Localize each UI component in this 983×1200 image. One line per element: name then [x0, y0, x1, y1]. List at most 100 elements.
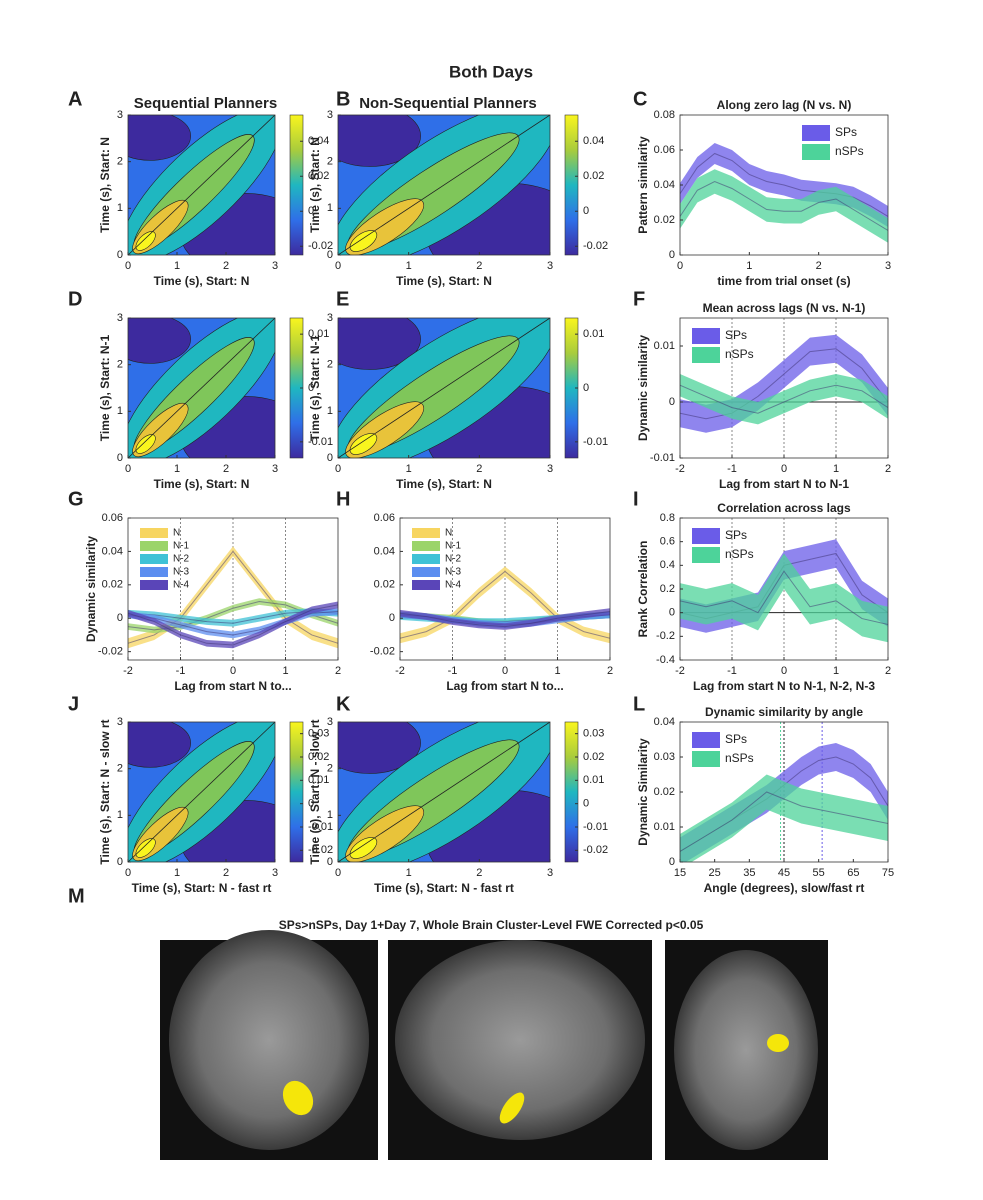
y-tick-label: -0.2 [656, 630, 675, 642]
legend-swatch [692, 328, 720, 344]
y-tick-label: 0.4 [660, 559, 675, 571]
contour-level [349, 230, 378, 252]
y-axis-label: Time (s), Start: N [308, 137, 322, 233]
contour-field [128, 318, 275, 458]
x-tick-label: 25 [709, 867, 721, 879]
y-tick-label: 2 [327, 763, 333, 775]
panel-letter: G [68, 488, 84, 510]
legend-label: nSPs [725, 347, 754, 361]
series-line [680, 570, 888, 625]
legend-label: N [173, 528, 180, 539]
contour-level [338, 318, 421, 370]
colorbar-tick-label: 0 [308, 798, 314, 810]
x-tick-label: 3 [547, 260, 553, 272]
error-band [680, 374, 888, 425]
colorbar-tick-label: 0.02 [308, 170, 329, 182]
colorbar-tick-label: 0.02 [583, 170, 604, 182]
y-tick-label: 0.06 [374, 512, 395, 524]
error-band [128, 601, 338, 649]
legend-label: nSPs [835, 144, 864, 158]
y-tick-label: 2 [117, 359, 123, 371]
panel: E -0.01 0 0.01 0 1 2 3 0 1 2 3 Time (s), Start: N Tim… [308, 288, 608, 491]
contour-level [349, 837, 378, 859]
plot-area [400, 518, 610, 660]
y-axis-label: Pattern similarity [636, 136, 650, 234]
chart-title: Along zero lag (N vs. N) [717, 98, 852, 112]
x-axis-label: Time (s), Start: N [396, 477, 492, 491]
x-tick-label: -1 [727, 463, 737, 475]
legend-label: N-1 [445, 541, 462, 552]
series-line [680, 791, 888, 852]
y-tick-label: -0.01 [650, 452, 675, 464]
x-tick-label: 1 [174, 260, 180, 272]
x-tick-label: 3 [885, 260, 891, 272]
panel-letter: I [633, 488, 639, 510]
x-tick-label: 0 [335, 260, 341, 272]
legend-swatch [140, 580, 168, 590]
contour-field [128, 115, 275, 255]
error-band [680, 169, 888, 243]
legend-label: nSPs [725, 751, 754, 765]
x-tick-label: 0 [125, 463, 131, 475]
axes-box [127, 317, 276, 459]
axes-box [337, 721, 551, 863]
legend-label: N-2 [173, 554, 190, 565]
legend-swatch [140, 567, 168, 577]
x-tick-label: 75 [882, 867, 894, 879]
y-tick-label: 0.02 [374, 579, 395, 591]
x-tick-label: 1 [833, 463, 839, 475]
colorbar-tick-label: -0.02 [308, 240, 333, 252]
x-tick-label: 2 [335, 665, 341, 677]
legend-swatch [692, 528, 720, 544]
colorbar-tick-label: 0.03 [308, 728, 329, 740]
axes-box [127, 721, 276, 863]
x-tick-label: 1 [746, 260, 752, 272]
x-axis-label: Lag from start N to N-1 [719, 477, 849, 491]
x-tick-label: 65 [847, 867, 859, 879]
x-axis-label: Time (s), Start: N [154, 274, 250, 288]
x-tick-label: 3 [547, 867, 553, 879]
panel-letter: M [68, 885, 85, 907]
y-axis-label: Time (s), Start: N - slow rt [308, 719, 322, 864]
colorbar-tick-label: -0.01 [583, 821, 608, 833]
y-tick-label: 0.01 [654, 340, 675, 352]
legend-label: N [445, 528, 452, 539]
chart-title: Correlation across lags [717, 501, 851, 515]
diagonal [338, 318, 550, 458]
panel-letter: A [68, 88, 82, 110]
x-tick-label: 35 [743, 867, 755, 879]
y-tick-label: -0.02 [98, 646, 123, 658]
x-tick-label: 1 [174, 463, 180, 475]
colorbar-tick-label: 0 [308, 382, 314, 394]
diagonal [338, 115, 550, 255]
y-tick-label: 0.04 [654, 716, 675, 728]
y-tick-label: 0.04 [654, 179, 675, 191]
legend-swatch [412, 528, 440, 538]
x-tick-label: 2 [885, 463, 891, 475]
colorbar-tick-label: 0 [583, 205, 589, 217]
x-tick-label: 0 [335, 867, 341, 879]
y-tick-label: 1 [327, 202, 333, 214]
x-tick-label: 1 [282, 665, 288, 677]
y-tick-label: 0.08 [654, 109, 675, 121]
colorbar-tick-label: 0.02 [583, 751, 604, 763]
error-band [680, 774, 888, 862]
figure-title: Both Days [449, 62, 533, 81]
panel: C SPs nSPs Along zero lag (N vs. N) 0 1 2 3 0 0.0… [633, 88, 891, 288]
y-axis-label: Time (s), Start: N - slow rt [98, 719, 112, 864]
colorbar [289, 114, 304, 256]
y-tick-label: 2 [117, 763, 123, 775]
legend-label: nSPs [725, 547, 754, 561]
panel-letter: J [68, 693, 79, 715]
legend-label: N-1 [173, 541, 190, 552]
panel: G N N-1 N-2 N-3 N-4 -2 -1 0 1 2 -0.02 0 0.02 0.04 0.06 L… [68, 488, 341, 693]
x-axis-label: Angle (degrees), slow/fast rt [704, 881, 865, 895]
panel-letter: K [336, 693, 351, 715]
x-axis-label: Time (s), Start: N - fast rt [374, 881, 514, 895]
y-tick-label: 0.04 [374, 545, 395, 557]
x-tick-label: 2 [885, 665, 891, 677]
y-tick-label: 1 [327, 405, 333, 417]
plot-area [680, 143, 888, 243]
legend-swatch [802, 125, 830, 141]
